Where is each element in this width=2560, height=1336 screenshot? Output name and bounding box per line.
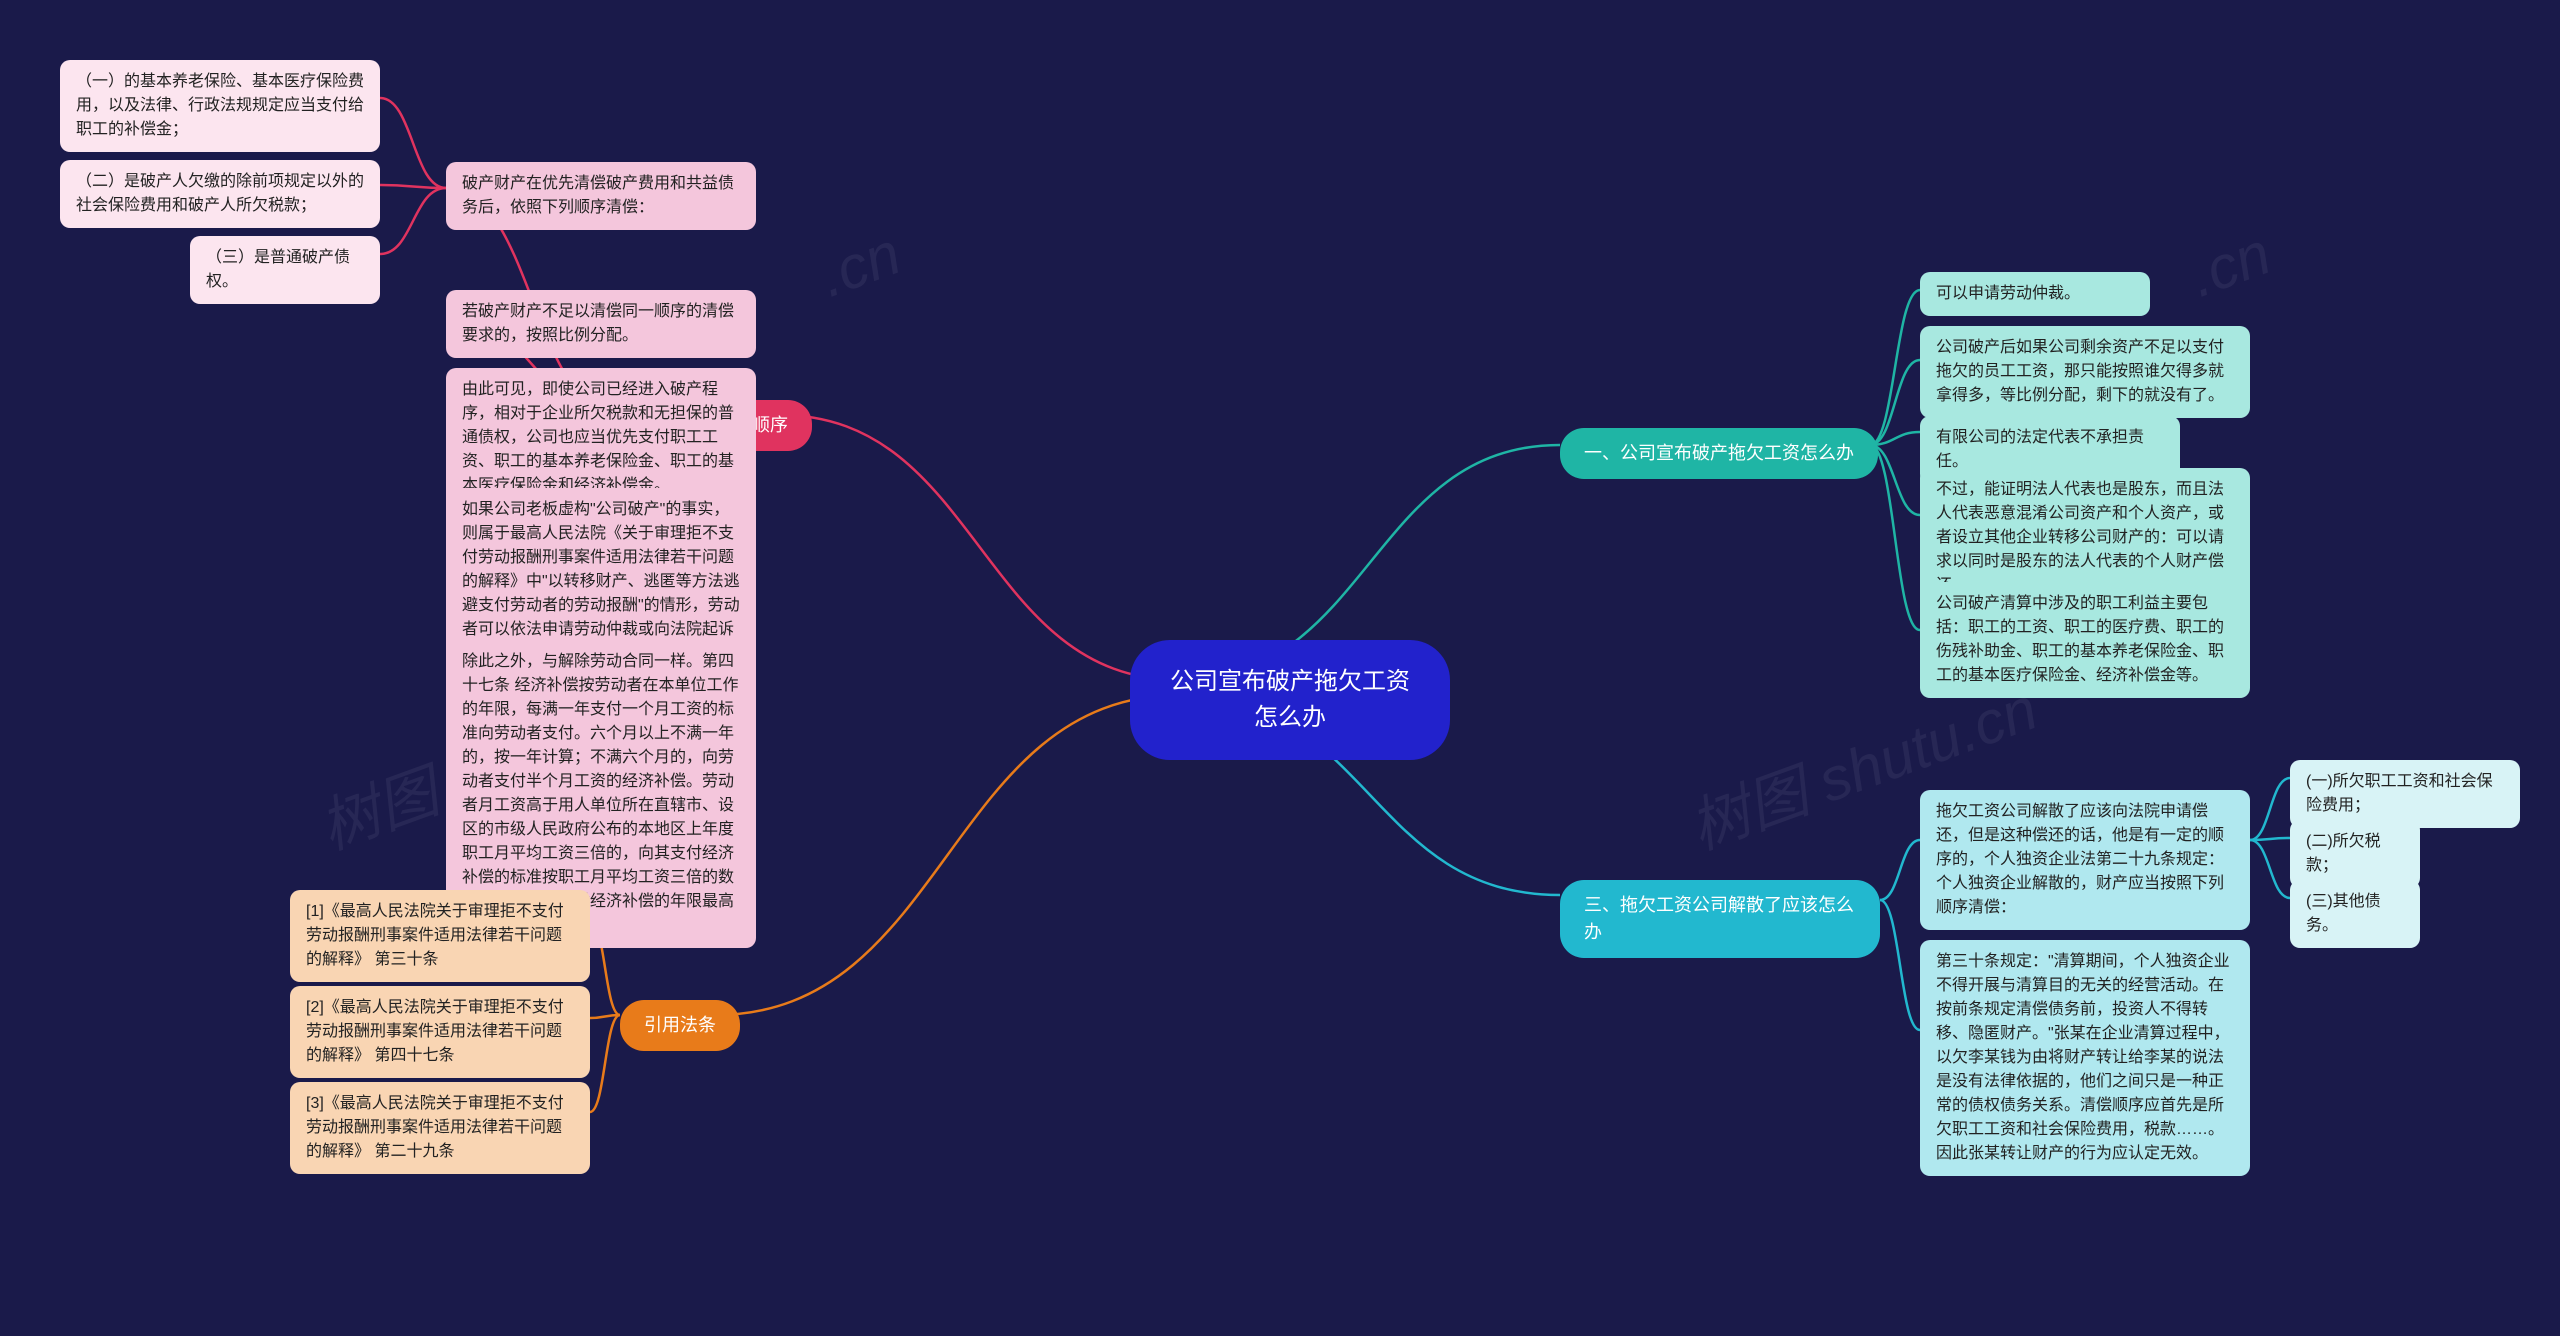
leaf[interactable]: [3]《最高人民法院关于审理拒不支付劳动报酬刑事案件适用法律若干问题的解释》 第… bbox=[290, 1082, 590, 1174]
leaf[interactable]: [2]《最高人民法院关于审理拒不支付劳动报酬刑事案件适用法律若干问题的解释》 第… bbox=[290, 986, 590, 1078]
branch-1[interactable]: 一、公司宣布破产拖欠工资怎么办 bbox=[1560, 428, 1878, 479]
leaf[interactable]: (三)其他债务。 bbox=[2290, 880, 2420, 948]
leaf[interactable]: 拖欠工资公司解散了应该向法院申请偿还，但是这种偿还的话，他是有一定的顺序的，个人… bbox=[1920, 790, 2250, 930]
leaf[interactable]: 可以申请劳动仲裁。 bbox=[1920, 272, 2150, 316]
leaf[interactable]: 若破产财产不足以清偿同一顺序的清偿要求的，按照比例分配。 bbox=[446, 290, 756, 358]
leaf[interactable]: 由此可见，即使公司已经进入破产程序，相对于企业所欠税款和无担保的普通债权，公司也… bbox=[446, 368, 756, 508]
branch-3[interactable]: 三、拖欠工资公司解散了应该怎么办 bbox=[1560, 880, 1880, 958]
leaf[interactable]: (二)所欠税款； bbox=[2290, 820, 2420, 888]
branch-4[interactable]: 引用法条 bbox=[620, 1000, 740, 1051]
leaf[interactable]: （一）的基本养老保险、基本医疗保险费用，以及法律、行政法规规定应当支付给职工的补… bbox=[60, 60, 380, 152]
watermark: .cn bbox=[811, 218, 910, 310]
leaf[interactable]: 第三十条规定："清算期间，个人独资企业不得开展与清算目的无关的经营活动。在按前条… bbox=[1920, 940, 2250, 1176]
leaf[interactable]: （二）是破产人欠缴的除前项规定以外的社会保险费用和破产人所欠税款； bbox=[60, 160, 380, 228]
leaf[interactable]: 公司破产清算中涉及的职工利益主要包括：职工的工资、职工的医疗费、职工的伤残补助金… bbox=[1920, 582, 2250, 698]
leaf[interactable]: (一)所欠职工工资和社会保险费用； bbox=[2290, 760, 2520, 828]
watermark: .cn bbox=[2181, 218, 2280, 310]
leaf[interactable]: 公司破产后如果公司剩余资产不足以支付拖欠的员工工资，那只能按照谁欠得多就拿得多，… bbox=[1920, 326, 2250, 418]
leaf[interactable]: （三）是普通破产债权。 bbox=[190, 236, 380, 304]
leaf[interactable]: [1]《最高人民法院关于审理拒不支付劳动报酬刑事案件适用法律若干问题的解释》 第… bbox=[290, 890, 590, 982]
center-node[interactable]: 公司宣布破产拖欠工资怎么办 bbox=[1130, 640, 1450, 760]
leaf[interactable]: 破产财产在优先清偿破产费用和共益债务后，依照下列顺序清偿： bbox=[446, 162, 756, 230]
